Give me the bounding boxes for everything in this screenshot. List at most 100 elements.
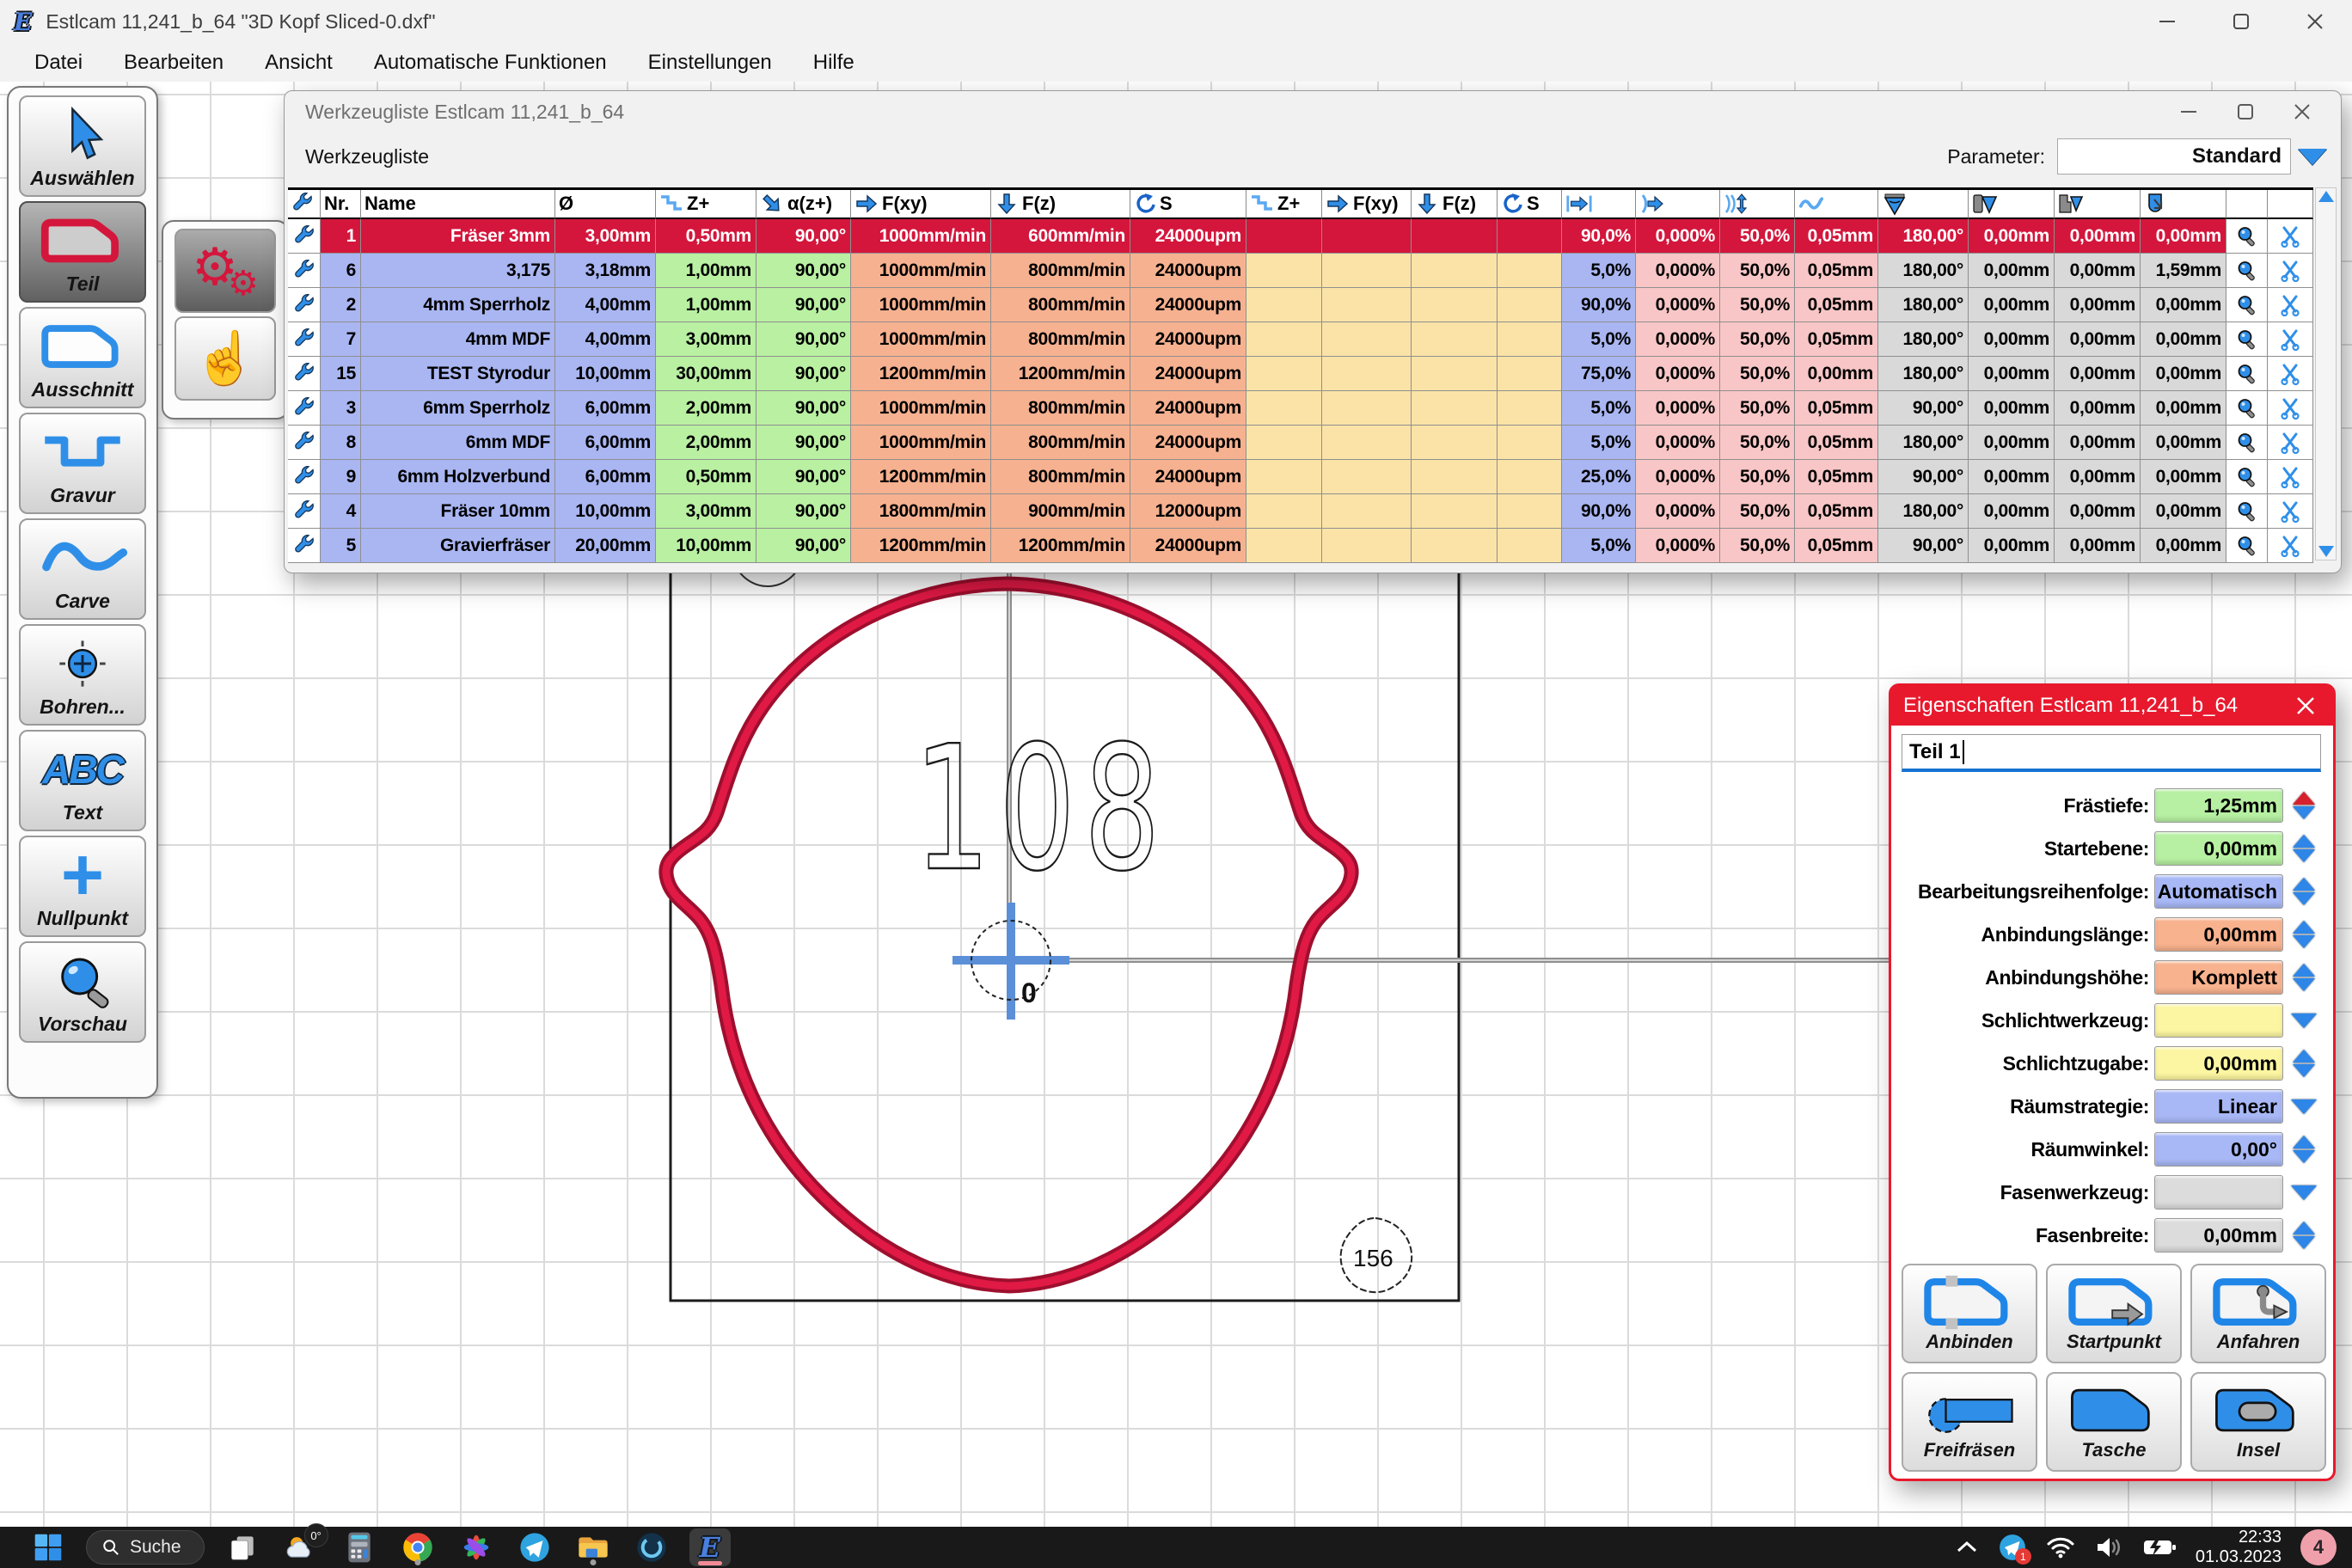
parameter-select[interactable]: Standard <box>2057 138 2291 175</box>
tool-cell[interactable]: 3 <box>321 391 361 426</box>
tool-cell[interactable] <box>1322 288 1412 322</box>
tool-cell[interactable] <box>1498 219 1562 254</box>
flyout-button-manual-hand-icon[interactable]: ☝ <box>175 316 276 401</box>
tool-cell[interactable]: 1200mm/min <box>991 529 1130 563</box>
tool-delete-icon[interactable] <box>2268 460 2313 494</box>
tool-cell[interactable]: 50,0% <box>1720 529 1795 563</box>
tool-row[interactable]: 6 3,175 3,18mm 1,00mm 90,00° 1000mm/min 800mm/… <box>288 254 2313 288</box>
column-header-cone-tool-alt-icon[interactable] <box>2055 190 2141 219</box>
toolbar-button-teil[interactable]: Teil <box>19 201 146 303</box>
tool-cell[interactable]: 1200mm/min <box>991 357 1130 391</box>
menu-item-einstellungen[interactable]: Einstellungen <box>647 50 772 74</box>
dropdown-down-icon[interactable] <box>2291 1013 2317 1028</box>
wrench-icon-cell[interactable] <box>288 322 321 357</box>
tool-cell[interactable]: 25,0% <box>1562 460 1636 494</box>
tool-preview-icon[interactable] <box>2226 219 2268 254</box>
toolbar-button-gravur[interactable]: Gravur <box>19 413 146 514</box>
column-header-blank-22[interactable] <box>2268 190 2313 219</box>
toolbar-button-vorschau[interactable]: Vorschau <box>19 941 146 1043</box>
tool-cell[interactable]: 50,0% <box>1720 219 1795 254</box>
tool-cell[interactable]: 180,00° <box>1878 494 1969 529</box>
close-icon[interactable] <box>2288 689 2323 723</box>
tool-cell[interactable]: 180,00° <box>1878 322 1969 357</box>
toolbar-button-ausschnitt[interactable]: Ausschnitt <box>19 307 146 408</box>
tool-cell[interactable]: 3,18mm <box>555 254 656 288</box>
tool-preview-icon[interactable] <box>2226 288 2268 322</box>
tool-cell[interactable]: 0,000% <box>1636 219 1720 254</box>
taskbar-app-calculator-icon[interactable] <box>339 1528 380 1566</box>
spinner-down-icon[interactable] <box>2293 1150 2315 1163</box>
tool-cell[interactable]: 800mm/min <box>991 426 1130 460</box>
tool-cell[interactable] <box>1322 219 1412 254</box>
spinner-down-icon[interactable] <box>2293 1236 2315 1249</box>
tool-cell[interactable]: 800mm/min <box>991 322 1130 357</box>
tool-cell[interactable]: 4mm Sperrholz <box>361 288 555 322</box>
tool-cell[interactable]: 20,00mm <box>555 529 656 563</box>
spinner-up-icon[interactable] <box>2293 1136 2315 1148</box>
toolbar-button-nullpunkt[interactable]: + Nullpunkt <box>19 836 146 937</box>
tool-delete-icon[interactable] <box>2268 322 2313 357</box>
tool-cell[interactable]: 0,00mm <box>2141 357 2226 391</box>
tool-cell[interactable] <box>1498 391 1562 426</box>
tool-cell[interactable]: 0,00mm <box>1969 322 2055 357</box>
tool-cell[interactable]: 0,00mm <box>2055 254 2141 288</box>
tool-cell[interactable]: 75,0% <box>1562 357 1636 391</box>
tool-cell[interactable] <box>1246 426 1322 460</box>
tool-cell[interactable]: 1,00mm <box>656 254 756 288</box>
tool-cell[interactable]: 0,00mm <box>1969 219 2055 254</box>
tool-cell[interactable]: 90,0% <box>1562 494 1636 529</box>
tool-cell[interactable]: 50,0% <box>1720 426 1795 460</box>
tool-cell[interactable]: 1200mm/min <box>851 529 991 563</box>
tool-cell[interactable] <box>1498 322 1562 357</box>
tool-row[interactable]: 3 6mm Sperrholz 6,00mm 2,00mm 90,00° 1000mm/m… <box>288 391 2313 426</box>
tool-delete-icon[interactable] <box>2268 529 2313 563</box>
tool-cell[interactable]: 90,00° <box>1878 460 1969 494</box>
tool-cell[interactable]: 0,00mm <box>2141 219 2226 254</box>
tool-cell[interactable]: 6mm Holzverbund <box>361 460 555 494</box>
tool-cell[interactable]: 0,05mm <box>1795 529 1878 563</box>
tool-cell[interactable]: 50,0% <box>1720 322 1795 357</box>
taskbar-clock[interactable]: 22:33 01.03.2023 <box>2196 1528 2282 1567</box>
tool-cell[interactable] <box>1412 219 1498 254</box>
tool-cell[interactable]: 5 <box>321 529 361 563</box>
tool-cell[interactable]: 90,00° <box>756 460 851 494</box>
tool-cell[interactable]: 0,00mm <box>2141 391 2226 426</box>
tool-cell[interactable]: 5,0% <box>1562 426 1636 460</box>
tool-cell[interactable]: 0,000% <box>1636 460 1720 494</box>
station-blob[interactable] <box>1339 1216 1413 1294</box>
tool-cell[interactable] <box>1498 426 1562 460</box>
tool-cell[interactable] <box>1322 357 1412 391</box>
spinner-up-icon[interactable] <box>2293 878 2315 891</box>
tool-cell[interactable]: 0,000% <box>1636 322 1720 357</box>
tool-cell[interactable]: 0,00mm <box>1969 494 2055 529</box>
tool-cell[interactable]: 0,00mm <box>2141 529 2226 563</box>
spinner-up-icon[interactable] <box>2293 1222 2315 1234</box>
spinner-down-icon[interactable] <box>2293 806 2315 819</box>
wrench-icon-cell[interactable] <box>288 219 321 254</box>
tool-cell[interactable] <box>1322 494 1412 529</box>
tool-cell[interactable]: 0,000% <box>1636 254 1720 288</box>
tool-row[interactable]: 1 Fräser 3mm 3,00mm 0,50mm 90,00° 1000mm/min 6… <box>288 219 2313 254</box>
notification-count-badge[interactable]: 4 <box>2300 1529 2337 1565</box>
tool-cell[interactable] <box>1246 460 1322 494</box>
spinner-up-icon[interactable] <box>2293 964 2315 977</box>
tool-cell[interactable]: 180,00° <box>1878 426 1969 460</box>
tool-cell[interactable]: 3,175 <box>361 254 555 288</box>
tool-cell[interactable]: 900mm/min <box>991 494 1130 529</box>
tool-cell[interactable] <box>1322 529 1412 563</box>
spinner-up-icon[interactable] <box>2293 792 2315 805</box>
column-header-f-z[interactable]: F(z) <box>991 190 1130 219</box>
column-header-s[interactable]: S <box>1130 190 1246 219</box>
tool-cell[interactable]: 90,00° <box>756 426 851 460</box>
toolbar-button-bohren[interactable]: Bohren... <box>19 624 146 726</box>
tool-cell[interactable] <box>1412 460 1498 494</box>
column-header-f-xy[interactable]: F(xy) <box>851 190 991 219</box>
tool-cell[interactable]: 90,00° <box>756 357 851 391</box>
tool-cell[interactable]: 6,00mm <box>555 426 656 460</box>
tool-cell[interactable]: 0,05mm <box>1795 460 1878 494</box>
column-header-blank-21[interactable] <box>2226 190 2268 219</box>
toolbar-button-text[interactable]: ABC Text <box>19 730 146 831</box>
tool-delete-icon[interactable] <box>2268 288 2313 322</box>
tool-delete-icon[interactable] <box>2268 426 2313 460</box>
tool-cell[interactable]: 3,00mm <box>656 494 756 529</box>
